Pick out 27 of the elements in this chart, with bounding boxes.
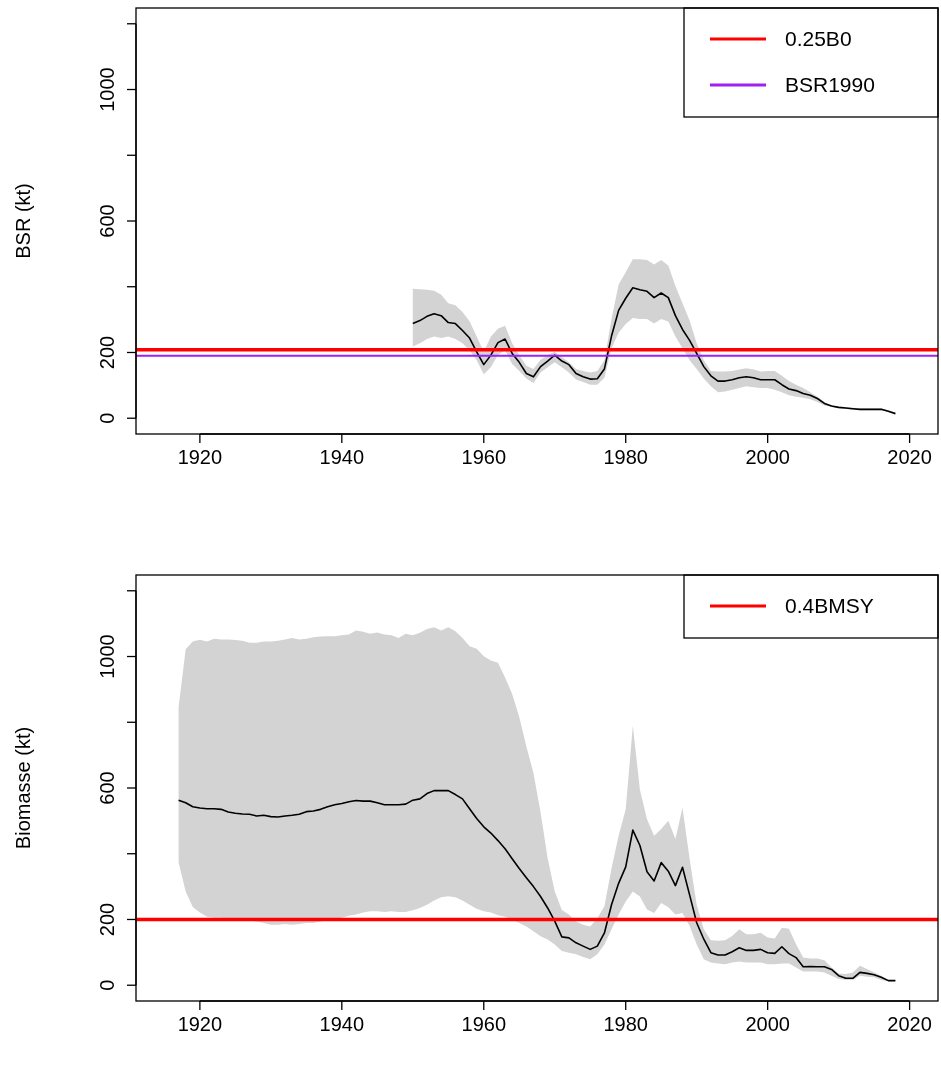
x-tick-label: 1920 (177, 446, 223, 468)
y-axis-title: Biomasse (kt) (12, 726, 34, 850)
x-tick-label: 1920 (177, 1013, 223, 1035)
legend-label: BSR1990 (785, 73, 875, 97)
x-tick-label: 1960 (461, 1013, 507, 1035)
x-tick-label: 2020 (887, 446, 932, 468)
y-tick-label: 1000 (96, 67, 118, 112)
legend-label: 0.4BMSY (785, 594, 874, 618)
x-tick-label: 1940 (319, 1013, 365, 1035)
y-tick-label: 200 (96, 335, 118, 370)
x-tick-label: 2020 (887, 1013, 932, 1035)
y-tick-label: 1000 (96, 634, 118, 679)
x-tick-label: 1940 (319, 446, 365, 468)
y-tick-label: 600 (96, 204, 118, 238)
x-tick-label: 1960 (461, 446, 507, 468)
x-tick-label: 2000 (745, 446, 790, 468)
y-tick-label: 200 (96, 902, 118, 937)
x-tick-label: 1980 (603, 446, 648, 468)
y-tick-label: 0 (96, 979, 118, 991)
y-tick-label: 0 (96, 412, 118, 424)
line-series (177, 789, 897, 982)
y-axis-title: BSR (kt) (12, 183, 34, 259)
y-tick-label: 600 (96, 771, 118, 805)
x-tick-label: 2000 (745, 1013, 790, 1035)
legend-label: 0.25B0 (785, 27, 852, 51)
x-tick-label: 1980 (603, 1013, 648, 1035)
line-series (412, 286, 897, 415)
